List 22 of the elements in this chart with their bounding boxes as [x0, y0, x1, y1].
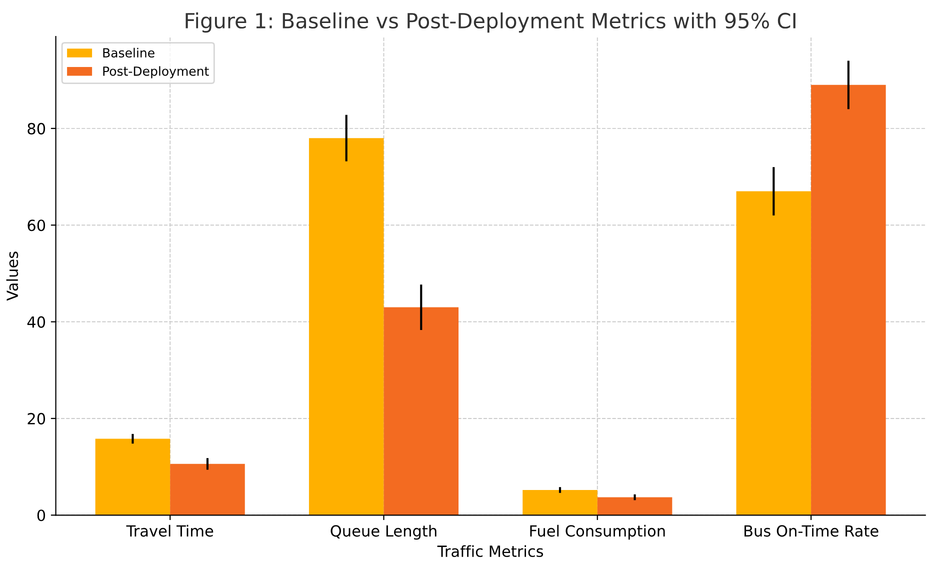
x-tick-label: Bus On-Time Rate: [744, 524, 878, 537]
x-tick-label: Queue Length: [330, 524, 436, 540]
bar: [95, 438, 170, 516]
x-tick-label: Fuel Consumption: [530, 524, 665, 540]
bar: [170, 464, 245, 516]
legend-label: Baseline: [103, 48, 154, 58]
bar: [384, 307, 459, 516]
bar: [811, 84, 886, 516]
chart-title: Figure 1: Baseline vs Post-Deployment Metrics with 95% CI: [186, 12, 796, 33]
bar: [597, 497, 672, 516]
x-tick-label: Travel Time: [126, 524, 214, 537]
y-axis-title: Values: [6, 252, 18, 301]
y-tick-label: 0: [37, 510, 46, 522]
y-tick-label: 20: [28, 412, 46, 424]
y-tick-label: 40: [27, 316, 46, 328]
y-tick-label: 60: [28, 220, 46, 232]
x-axis-title: Traffic Metrics: [437, 545, 544, 558]
bar: [522, 490, 598, 516]
legend-label: Post-Deployment: [103, 66, 209, 78]
bar: [736, 191, 812, 516]
bar: [308, 138, 384, 516]
y-tick-label: 80: [28, 122, 46, 134]
